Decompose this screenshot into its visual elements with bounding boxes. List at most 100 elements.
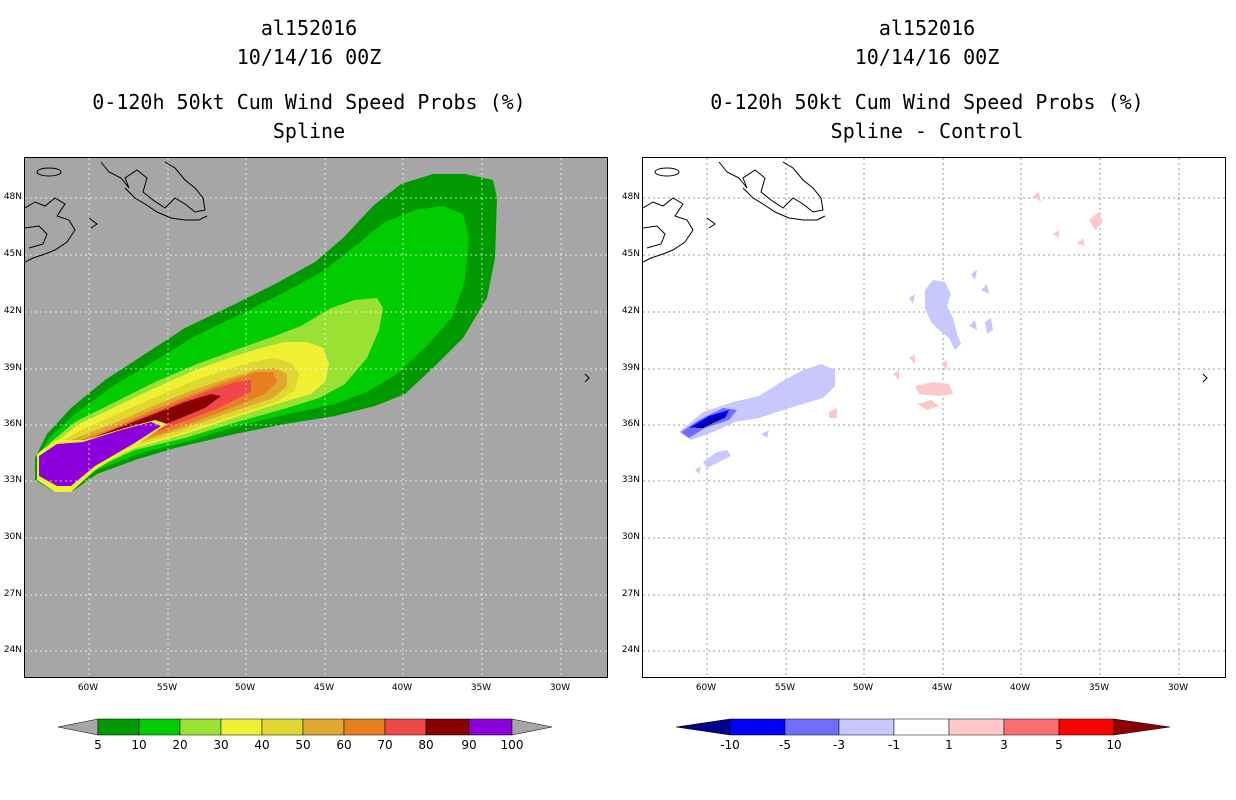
right-colorbar-label: -1: [888, 738, 900, 752]
right-product-title: 0-120h 50kt Cum Wind Speed Probs (%): [710, 90, 1144, 114]
right-title-block: al152016 10/14/16 00Z 0-120h 50kt Cum Wi…: [618, 14, 1236, 146]
right-lon-tick: 35W: [1088, 683, 1110, 693]
right-panel: al152016 10/14/16 00Z 0-120h 50kt Cum Wi…: [618, 0, 1236, 800]
left-product-title: 0-120h 50kt Cum Wind Speed Probs (%): [92, 90, 526, 114]
right-lat-tick: 24N: [621, 645, 640, 655]
diff-contour-pos1-3b: [917, 400, 939, 410]
right-lat-tick: 45N: [621, 249, 640, 259]
left-colorbar-swatch: [138, 718, 181, 736]
left-method-title: Spline: [272, 119, 346, 143]
diff-contour-neg1-3g: [971, 270, 977, 280]
left-lat-tick: 48N: [3, 192, 22, 202]
right-graticule: [643, 158, 1225, 677]
left-colorbar-swatch: [97, 718, 140, 736]
left-title-block: al152016 10/14/16 00Z 0-120h 50kt Cum Wi…: [0, 14, 618, 146]
diff-contour-neg1-3b: [703, 450, 731, 468]
diff-contour-neg1-3e: [925, 280, 961, 350]
right-colorbar-label: 10: [1106, 738, 1122, 752]
right-colorbar-label: 3: [1000, 738, 1008, 752]
left-colorbar-min-arrow: [57, 718, 99, 736]
right-colorbar-swatch: [893, 718, 950, 736]
right-coastline: [643, 161, 1208, 383]
right-lat-tick: 33N: [621, 475, 640, 485]
right-lat-tick: 27N: [621, 589, 640, 599]
right-datetime: 10/14/16 00Z: [854, 45, 1000, 69]
left-colorbar-swatch: [343, 718, 386, 736]
diff-contour-pos1-3h: [1053, 230, 1059, 238]
prob-contour-100: [39, 422, 161, 486]
left-lon-tick: 40W: [391, 683, 413, 693]
right-colorbar-label: -5: [779, 738, 791, 752]
left-lon-tick: 45W: [313, 683, 335, 693]
left-coastline: [25, 161, 590, 383]
left-colorbar-label: 80: [418, 738, 434, 752]
left-colorbar-max-arrow: [511, 718, 553, 736]
right-colorbar-label: -10: [720, 738, 740, 752]
right-colorbar: [675, 718, 1171, 736]
right-lat-tick: 36N: [621, 419, 640, 429]
left-colorbar-swatch: [302, 718, 345, 736]
right-lon-tick: 30W: [1167, 683, 1189, 693]
left-storm-id: al152016: [260, 16, 358, 40]
left-lon-tick: 35W: [470, 683, 492, 693]
left-colorbar-swatch: [384, 718, 427, 736]
diff-contour-neg1-3c: [695, 466, 701, 474]
left-datetime: 10/14/16 00Z: [236, 45, 382, 69]
right-lon-tick: 55W: [774, 683, 796, 693]
right-lon-tick: 50W: [852, 683, 874, 693]
right-colorbar-swatch: [1003, 718, 1060, 736]
left-lat-tick: 30N: [3, 532, 22, 542]
diff-contour-neg10: [695, 414, 725, 428]
left-lon-tick: 60W: [77, 683, 99, 693]
right-lon-tick: 40W: [1009, 683, 1031, 693]
left-panel: al152016 10/14/16 00Z 0-120h 50kt Cum Wi…: [0, 14, 618, 752]
right-storm-id: al152016: [878, 16, 976, 40]
left-colorbar-swatch: [261, 718, 304, 736]
diff-contour-pos1-3: [915, 382, 953, 396]
left-colorbar-swatch: [425, 718, 470, 736]
right-method-title: Spline - Control: [830, 119, 1024, 143]
left-colorbar-swatch: [220, 718, 263, 736]
diff-contour-pos1-3j: [1089, 212, 1103, 230]
left-lat-tick: 24N: [3, 645, 22, 655]
diff-contour-pos1-3d: [893, 370, 899, 380]
right-lon-tick: 60W: [695, 683, 717, 693]
left-lat-tick: 45N: [3, 249, 22, 259]
right-colorbar-min-arrow: [675, 718, 731, 736]
left-colorbar: [57, 718, 553, 736]
right-lat-tick: 30N: [621, 532, 640, 542]
left-colorbar-label: 60: [336, 738, 352, 752]
left-lat-tick: 27N: [3, 589, 22, 599]
left-lon-tick: 55W: [156, 683, 178, 693]
right-colorbar-swatch: [948, 718, 1005, 736]
right-colorbar-swatch: [838, 718, 895, 736]
left-lat-tick: 42N: [3, 306, 22, 316]
left-colorbar-label: 70: [377, 738, 393, 752]
right-lon-tick: 45W: [931, 683, 953, 693]
left-colorbar-swatch: [179, 718, 222, 736]
left-colorbar-label: 5: [94, 738, 102, 752]
right-colorbar-label: 1: [945, 738, 953, 752]
left-colorbar-label: 50: [295, 738, 311, 752]
right-lat-tick: 39N: [621, 363, 640, 373]
diff-contour-neg1-3h: [981, 284, 989, 294]
diff-contour-pos1-3i: [1077, 238, 1085, 246]
right-colorbar-swatch: [784, 718, 840, 736]
right-colorbar-label: -3: [833, 738, 845, 752]
diff-contour-neg1-3d: [761, 430, 769, 438]
right-colorbar-max-arrow: [1113, 718, 1171, 736]
right-colorbar-swatch: [729, 718, 786, 736]
right-colorbar-swatch: [1058, 718, 1115, 736]
left-colorbar-label: 20: [172, 738, 188, 752]
left-lat-tick: 33N: [3, 475, 22, 485]
right-map: [642, 157, 1226, 678]
diff-contour-neg1-3j: [985, 318, 993, 334]
diff-contour-pos1-3g: [1033, 192, 1041, 202]
diff-contour-neg5-10: [689, 410, 729, 428]
left-colorbar-label: 30: [213, 738, 229, 752]
diff-contour-pos1-3c: [829, 408, 837, 418]
left-colorbar-label: 90: [461, 738, 477, 752]
left-lon-tick: 30W: [549, 683, 571, 693]
right-lat-tick: 48N: [621, 192, 640, 202]
diff-contour-neg1-3f: [909, 294, 915, 304]
